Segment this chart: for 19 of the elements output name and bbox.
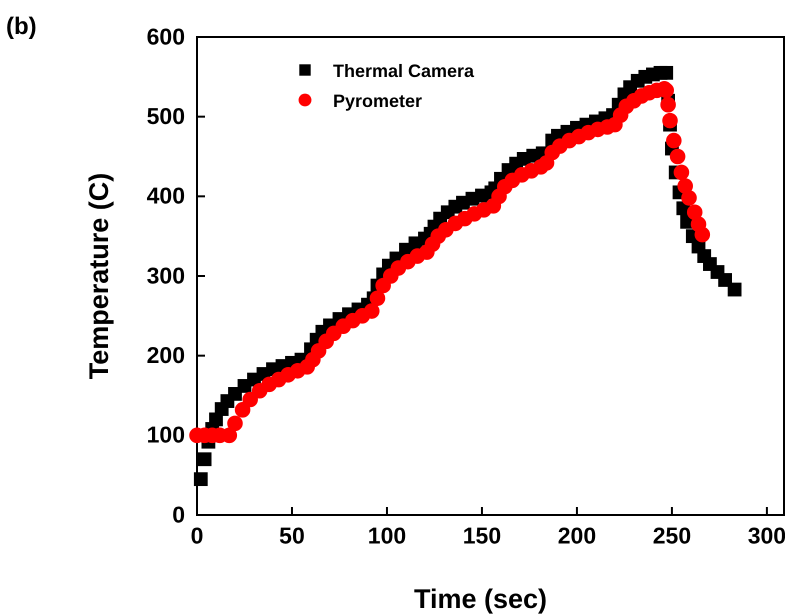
y-tick-label: 500 bbox=[146, 103, 185, 130]
y-tick-label: 300 bbox=[146, 262, 185, 288]
y-tick-label: 100 bbox=[146, 422, 185, 448]
x-tick-label: 150 bbox=[462, 522, 502, 548]
x-tick-label: 0 bbox=[190, 522, 204, 548]
y-tick-label: 600 bbox=[146, 23, 185, 50]
x-tick-label: 100 bbox=[368, 522, 406, 548]
x-tick-label: 50 bbox=[279, 522, 305, 548]
y-tick-label: 400 bbox=[146, 182, 185, 209]
x-axis-title: Time (sec) bbox=[414, 584, 548, 614]
legend-label: Pyrometer bbox=[333, 91, 422, 111]
y-tick-label: 0 bbox=[172, 501, 185, 528]
y-tick-label: 200 bbox=[146, 342, 185, 368]
text: (b) bbox=[6, 13, 37, 40]
y-axis-title: Temperature (C) bbox=[84, 172, 114, 380]
x-tick-label: 300 bbox=[748, 522, 785, 548]
x-tick-label: 200 bbox=[558, 522, 596, 548]
x-tick-label: 250 bbox=[652, 522, 692, 548]
legend-label: Thermal Camera bbox=[333, 61, 476, 81]
